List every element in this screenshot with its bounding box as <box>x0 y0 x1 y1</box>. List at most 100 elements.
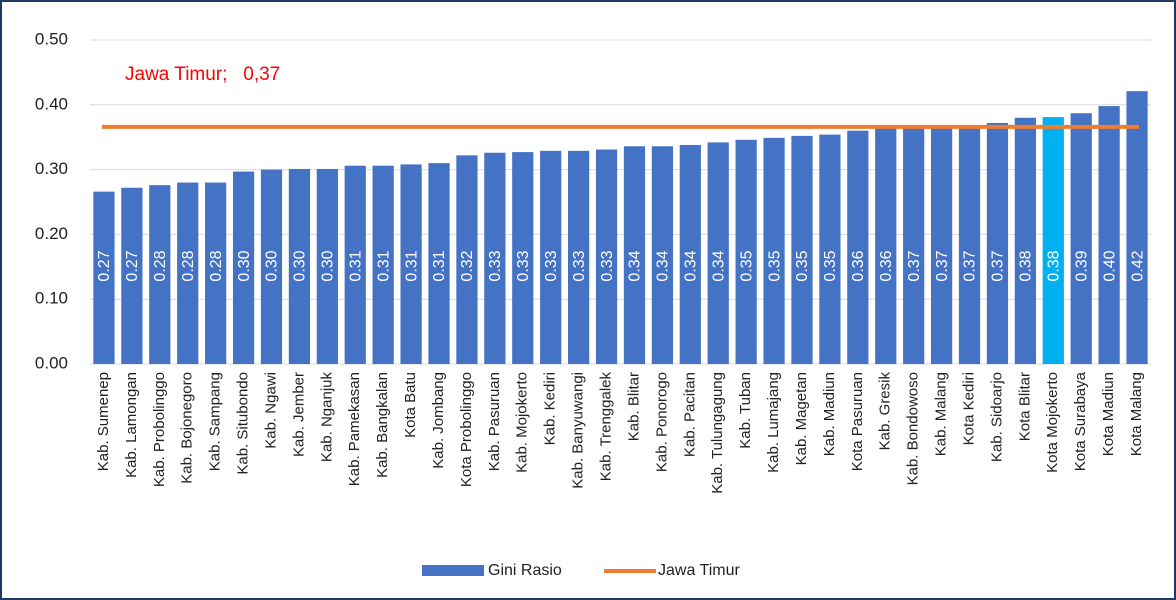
bar <box>260 169 283 364</box>
bar <box>791 135 813 364</box>
x-tick-label: Kab. Lumajang <box>765 372 782 473</box>
bar <box>763 137 785 364</box>
x-tick-label: Kota Mojokerto <box>1044 372 1061 473</box>
x-tick-label: Kab. Jember <box>290 372 307 457</box>
x-tick-label: Kab. Pamekasan <box>346 372 363 486</box>
value-label: 0.35 <box>766 250 783 281</box>
x-tick-label: Kab. Banyuwangi <box>570 372 587 489</box>
x-tick-label: Kab. Bojonegoro <box>179 372 196 484</box>
bar <box>288 168 311 364</box>
x-tick-label: Kab. Bangkalan <box>374 372 391 478</box>
x-tick-label: Kab. Mojokerto <box>514 372 531 473</box>
bar <box>875 128 897 364</box>
value-label: 0.30 <box>292 250 309 281</box>
x-tick-label: Kota Pasuruan <box>849 372 866 471</box>
value-label: 0.28 <box>180 250 197 281</box>
value-label: 0.30 <box>236 250 253 281</box>
x-tick-label: Kab. Sampang <box>207 372 224 471</box>
x-tick-label: Kab. Ngawi <box>262 372 279 449</box>
legend-label: Jawa Timur <box>658 562 740 579</box>
x-tick-label: Kab. Tulungagung <box>709 372 726 494</box>
value-label: 0.31 <box>431 250 448 281</box>
value-label: 0.39 <box>1073 250 1090 281</box>
y-tick-label: 0.00 <box>35 353 68 372</box>
bar <box>149 185 171 364</box>
value-label: 0.33 <box>487 250 504 281</box>
y-tick-label: 0.40 <box>35 94 68 113</box>
bar <box>400 164 422 364</box>
value-label: 0.34 <box>683 250 700 281</box>
bar <box>177 182 199 364</box>
y-tick-label: 0.10 <box>35 289 68 308</box>
bar <box>1070 113 1092 364</box>
bar <box>344 165 366 364</box>
value-label: 0.31 <box>375 250 392 281</box>
x-tick-label: Kota Batu <box>402 372 419 438</box>
bar <box>819 134 841 364</box>
y-tick-label: 0.20 <box>35 224 68 243</box>
value-label: 0.37 <box>962 250 979 281</box>
value-label: 0.34 <box>710 250 727 281</box>
x-tick-label: Kab. Bondowoso <box>905 372 922 485</box>
x-tick-label: Kab. Pacitan <box>681 372 698 457</box>
value-label: 0.35 <box>822 250 839 281</box>
x-tick-label: Kab. Sumenep <box>95 372 112 471</box>
bar <box>595 149 618 364</box>
bar <box>232 171 255 364</box>
x-tick-label: Kab. Probolinggo <box>151 372 168 487</box>
value-label: 0.27 <box>124 250 141 281</box>
bar <box>623 146 646 364</box>
value-label: 0.27 <box>96 250 113 281</box>
x-tick-label: Kab. Gresik <box>877 372 894 451</box>
bar <box>372 165 394 364</box>
x-tick-label: Kab. Nganjuk <box>318 372 335 463</box>
value-label: 0.31 <box>403 250 420 281</box>
bar <box>205 182 227 364</box>
value-label: 0.40 <box>1101 250 1118 281</box>
bar <box>1098 106 1120 364</box>
bar <box>930 126 953 365</box>
legend-swatch <box>422 565 484 576</box>
y-tick-label: 0.30 <box>35 159 68 178</box>
value-label: 0.34 <box>627 250 644 281</box>
annotation: Jawa Timur; 0,37 <box>125 64 280 85</box>
bar <box>512 152 534 364</box>
value-label: 0.33 <box>571 250 588 281</box>
value-label: 0.32 <box>459 250 476 281</box>
value-label: 0.37 <box>934 250 951 281</box>
value-label: 0.33 <box>543 250 560 281</box>
value-label: 0.36 <box>850 250 867 281</box>
value-label: 0.38 <box>1018 250 1035 281</box>
x-tick-label: Kab. Malang <box>933 372 950 456</box>
x-tick-label: Kota Malang <box>1128 372 1145 456</box>
x-tick-label: Kota Kediri <box>960 372 977 445</box>
bar <box>735 139 757 364</box>
x-tick-label: Kab. Ponorogo <box>653 372 670 472</box>
bar <box>707 142 729 364</box>
y-tick-label: 0.50 <box>35 29 68 48</box>
value-label: 0.33 <box>599 250 616 281</box>
value-label: 0.28 <box>152 250 169 281</box>
legend-label: Gini Rasio <box>488 562 562 579</box>
x-tick-label: Kab. Situbondo <box>235 372 252 475</box>
bar <box>679 144 701 364</box>
bar <box>1014 117 1036 364</box>
value-label: 0.42 <box>1129 250 1146 281</box>
bar <box>540 150 562 364</box>
value-label: 0.30 <box>264 250 281 281</box>
bar <box>1042 117 1064 364</box>
bar <box>93 191 115 364</box>
bar <box>1126 91 1148 364</box>
bar <box>456 155 478 364</box>
value-label: 0.31 <box>347 250 364 281</box>
bar <box>568 150 590 364</box>
x-tick-label: Kab. Pasuruan <box>486 372 503 471</box>
x-tick-label: Kab. Sidoarjo <box>988 372 1005 462</box>
value-label: 0.30 <box>320 250 337 281</box>
x-tick-label: Kab. Lamongan <box>123 372 140 478</box>
x-tick-label: Kab. Kediri <box>542 372 559 445</box>
bar <box>484 152 506 364</box>
x-tick-label: Kota Probolinggo <box>458 372 475 487</box>
